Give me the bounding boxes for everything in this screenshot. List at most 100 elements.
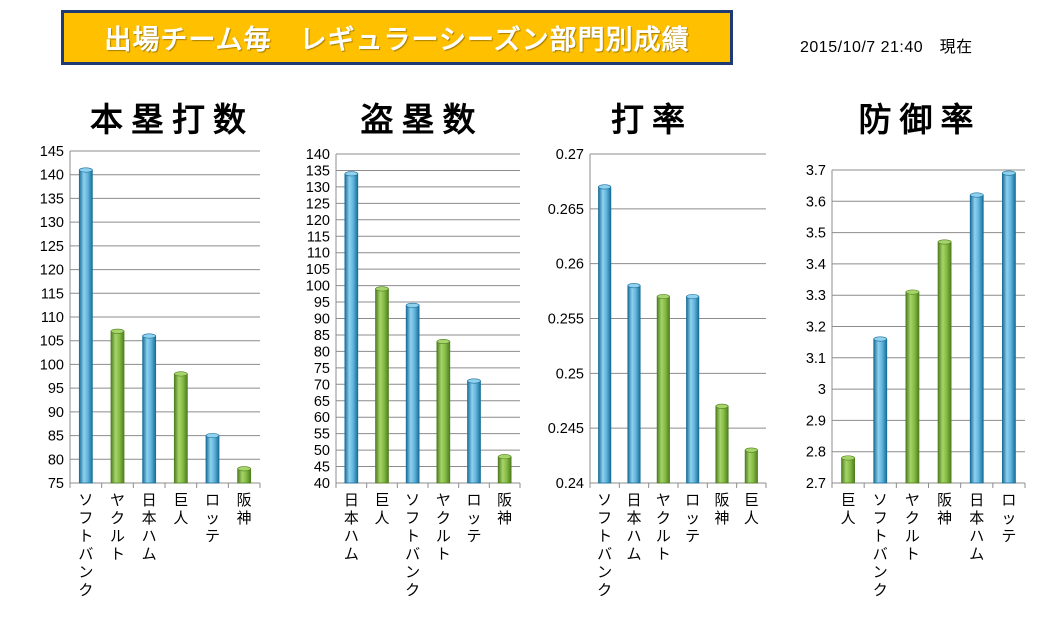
- bar-body: [627, 285, 641, 484]
- category-label-char: 本: [344, 509, 359, 527]
- bar-body: [78, 169, 93, 484]
- category-label-char: 阪: [237, 491, 252, 509]
- banner-title: 出場チーム毎 レギュラーシーズン部門別成績: [104, 25, 690, 56]
- category-label-char: ロ: [466, 491, 481, 509]
- category-label-char: ル: [436, 527, 451, 545]
- bar: [1002, 170, 1016, 484]
- category-label-char: ッ: [205, 509, 220, 527]
- y-tick-label: 90: [314, 312, 330, 328]
- y-tick-label: 70: [314, 377, 330, 393]
- y-tick-label: 3.5: [806, 226, 826, 242]
- category-label-char: バ: [78, 545, 93, 563]
- category-label-char: 人: [841, 509, 856, 527]
- category-label-char: ト: [656, 545, 671, 563]
- bar-cap: [598, 184, 612, 190]
- bar: [969, 192, 984, 484]
- bar-body: [173, 373, 188, 484]
- bar: [715, 403, 729, 484]
- category-label-char: ソ: [597, 491, 612, 509]
- category-label: 巨人: [841, 491, 856, 527]
- timestamp: 2015/10/7 21:40 現在: [800, 39, 973, 56]
- category-label-char: ッ: [685, 509, 700, 527]
- bar-body: [142, 335, 157, 484]
- category-label-char: 阪: [714, 491, 729, 509]
- category-label: 阪神: [714, 491, 729, 527]
- y-tick-label: 135: [40, 191, 64, 207]
- category-label-char: テ: [1001, 527, 1016, 545]
- bar-cap: [142, 333, 156, 339]
- bar: [78, 167, 93, 484]
- y-tick-label: 90: [48, 405, 64, 421]
- category-label-char: テ: [205, 527, 220, 545]
- bar-cap: [436, 339, 451, 345]
- bar: [142, 333, 157, 484]
- category-label-char: ン: [873, 563, 888, 581]
- bar-cap: [744, 447, 758, 453]
- category-label-char: ッ: [466, 509, 481, 527]
- y-tick-label: 3.3: [806, 288, 826, 304]
- bar: [598, 184, 612, 484]
- category-label-char: ロ: [205, 491, 220, 509]
- category-label-char: 巨: [841, 491, 856, 509]
- bar-cap: [715, 403, 729, 409]
- category-label-char: 神: [937, 509, 952, 527]
- category-label-char: バ: [597, 545, 612, 563]
- category-label-char: ン: [405, 563, 420, 581]
- bar-body: [969, 194, 984, 484]
- category-label-char: ト: [436, 545, 451, 563]
- bar-body: [497, 456, 512, 484]
- category-label-char: 人: [374, 509, 389, 527]
- y-tick-label: 135: [306, 163, 330, 179]
- category-label: ロッテ: [685, 491, 700, 545]
- y-tick-label: 40: [314, 476, 330, 492]
- bar-cap: [656, 294, 670, 300]
- y-tick-label: 50: [314, 443, 330, 459]
- y-tick-label: 80: [48, 452, 64, 468]
- bar: [467, 378, 481, 484]
- y-tick-label: 105: [40, 334, 64, 350]
- category-label-char: ル: [905, 527, 920, 545]
- category-label-char: ク: [405, 581, 420, 599]
- bar-body: [686, 296, 700, 484]
- y-tick-label: 140: [306, 147, 330, 163]
- y-tick-label: 2.8: [806, 445, 826, 461]
- bar-cap: [79, 167, 93, 173]
- category-label: 日本ハム: [344, 491, 359, 563]
- category-label-char: ト: [405, 527, 420, 545]
- category-label-char: 本: [626, 509, 641, 527]
- bar-cap: [405, 302, 420, 308]
- bar-cap: [937, 239, 952, 245]
- bar-cap: [905, 289, 920, 295]
- bar: [627, 283, 641, 484]
- y-tick-label: 80: [314, 344, 330, 360]
- category-label-char: ハ: [142, 527, 157, 545]
- bar-body: [110, 330, 125, 484]
- category-label-char: ン: [597, 563, 612, 581]
- category-label-char: ハ: [344, 527, 359, 545]
- category-label-char: ソ: [405, 491, 420, 509]
- y-tick-label: 110: [307, 246, 330, 262]
- category-label-char: ヤ: [905, 491, 920, 509]
- chart-title-home-runs: 本塁打数: [90, 100, 254, 139]
- bar: [656, 294, 670, 484]
- category-label-char: ト: [78, 527, 93, 545]
- y-tick-label: 100: [306, 279, 330, 295]
- bar-body: [344, 173, 359, 484]
- category-label: 阪神: [497, 491, 512, 527]
- bar-cap: [344, 171, 359, 177]
- category-label-char: ム: [969, 545, 984, 563]
- bar-body: [744, 449, 758, 484]
- y-tick-label: 125: [306, 196, 330, 212]
- category-label: 日本ハム: [969, 491, 984, 563]
- category-label-char: 神: [497, 509, 512, 527]
- category-label-char: 日: [344, 491, 359, 509]
- y-tick-label: 115: [307, 229, 330, 245]
- y-tick-label: 130: [306, 180, 330, 196]
- category-label-char: ク: [905, 509, 920, 527]
- bar: [873, 336, 888, 484]
- y-tick-label: 125: [40, 239, 64, 255]
- category-label: 日本ハム: [626, 491, 641, 563]
- y-tick-label: 0.24: [556, 476, 584, 492]
- chart-title-stolen-bases: 盗塁数: [360, 100, 484, 139]
- bar: [173, 371, 188, 484]
